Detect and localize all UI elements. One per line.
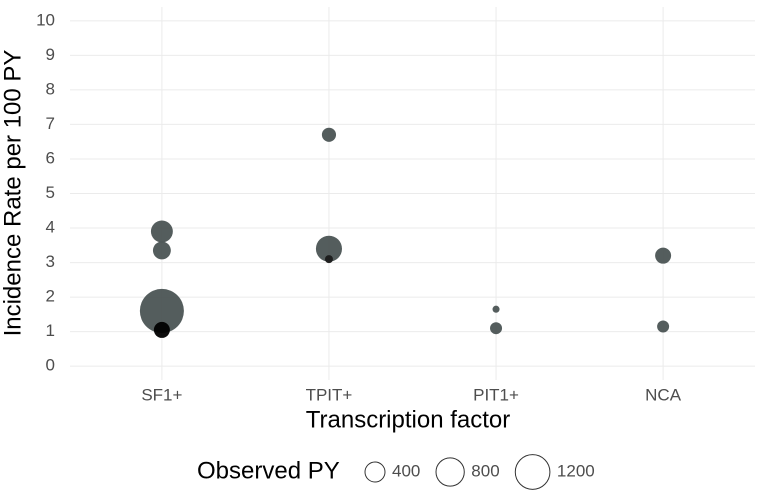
x-tick-label: NCA (645, 385, 682, 404)
x-tick-label: TPIT+ (306, 385, 353, 404)
bubble (490, 322, 503, 335)
y-tick-label: 5 (46, 183, 55, 202)
bubble (321, 127, 337, 142)
y-tick-label: 1 (46, 321, 55, 340)
y-tick-label: 0 (46, 356, 55, 375)
bubble (324, 255, 333, 264)
legend-bubble (364, 461, 386, 483)
legend-title: Observed PY (197, 457, 340, 484)
legend-label: 800 (471, 461, 499, 480)
bubble (315, 235, 343, 262)
x-tick-label: PIT1+ (473, 385, 519, 404)
bubble (139, 288, 184, 333)
legend-bubble (514, 454, 551, 490)
legend-bubble (435, 457, 465, 487)
x-tick-label: SF1+ (141, 385, 182, 404)
y-tick-label: 6 (46, 148, 55, 167)
bubble (657, 320, 670, 333)
y-tick-label: 10 (36, 10, 55, 29)
y-tick-label: 3 (46, 252, 55, 271)
y-tick-label: 4 (46, 218, 55, 237)
bubble (152, 241, 171, 260)
y-tick-label: 7 (46, 114, 55, 133)
legend-label: 1200 (557, 461, 595, 480)
y-tick-label: 8 (46, 79, 55, 98)
bubble (655, 247, 672, 264)
x-axis-title: Transcription factor (306, 406, 511, 433)
y-tick-label: 2 (46, 287, 55, 306)
bubble (492, 305, 500, 313)
bubble (153, 321, 170, 338)
y-axis-title: Incidence Rate per 100 PY (0, 50, 26, 337)
legend-label: 400 (392, 461, 420, 480)
bubble (150, 220, 173, 243)
y-tick-label: 9 (46, 45, 55, 64)
